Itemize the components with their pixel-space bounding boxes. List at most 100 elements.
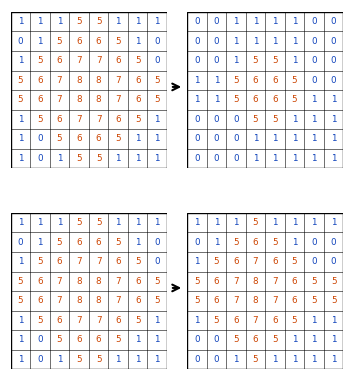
Text: 5: 5 [213,316,219,325]
Text: 1: 1 [233,355,239,364]
Text: 5: 5 [18,95,23,104]
Text: 5: 5 [115,134,121,144]
Text: 1: 1 [213,218,219,227]
Text: 6: 6 [272,95,278,104]
Text: 0: 0 [194,335,200,345]
Text: 5: 5 [57,37,62,46]
Text: 7: 7 [76,56,82,65]
Text: 0: 0 [37,134,43,144]
Text: 1: 1 [311,154,317,163]
Text: 5: 5 [37,115,43,124]
Text: 1: 1 [331,115,336,124]
Text: 1: 1 [18,134,23,144]
Text: 8: 8 [76,76,82,85]
Text: 0: 0 [213,134,219,144]
Text: 1: 1 [57,355,62,364]
Text: 6: 6 [37,95,43,104]
Text: 6: 6 [76,134,82,144]
Text: 1: 1 [292,218,297,227]
Text: 1: 1 [154,316,160,325]
Text: 6: 6 [57,115,62,124]
Text: 8: 8 [76,277,82,286]
Text: 0: 0 [194,238,200,247]
Text: 6: 6 [272,76,278,85]
Text: 7: 7 [76,257,82,266]
Text: 7: 7 [115,95,121,104]
Text: 5: 5 [331,277,336,286]
Text: 0: 0 [154,37,160,46]
Text: 0: 0 [194,134,200,144]
Text: 5: 5 [253,355,258,364]
Text: 0: 0 [194,355,200,364]
Text: 1: 1 [18,56,23,65]
Text: 6: 6 [292,296,297,305]
Text: 1: 1 [18,115,23,124]
Text: 1: 1 [272,134,278,144]
Text: 0: 0 [154,257,160,266]
Text: 1: 1 [154,335,160,345]
Text: 5: 5 [311,277,317,286]
Text: 0: 0 [213,56,219,65]
Text: 6: 6 [96,134,101,144]
Text: 6: 6 [233,257,239,266]
Text: 1: 1 [272,37,278,46]
Text: 1: 1 [135,37,141,46]
Text: 7: 7 [115,296,121,305]
Text: 6: 6 [135,95,141,104]
Text: 0: 0 [37,335,43,345]
Text: 1: 1 [213,238,219,247]
Text: 7: 7 [115,76,121,85]
Text: 6: 6 [253,238,258,247]
Text: 5: 5 [233,76,239,85]
Text: 5: 5 [154,296,160,305]
Text: 5: 5 [233,95,239,104]
Text: 5: 5 [154,95,160,104]
Text: 6: 6 [135,76,141,85]
Text: 6: 6 [115,257,121,266]
Text: 0: 0 [311,56,317,65]
Text: 7: 7 [96,115,101,124]
Text: 5: 5 [18,277,23,286]
Text: 1: 1 [135,17,141,26]
Text: 1: 1 [292,56,297,65]
Text: 1: 1 [331,134,336,144]
Text: 6: 6 [233,316,239,325]
Text: 7: 7 [115,277,121,286]
Text: 5: 5 [76,154,82,163]
Text: 8: 8 [76,296,82,305]
Text: 5: 5 [76,355,82,364]
Text: 5: 5 [115,335,121,345]
Text: 1: 1 [154,218,160,227]
Text: 5: 5 [37,316,43,325]
Text: 7: 7 [57,95,62,104]
Text: 5: 5 [96,355,101,364]
Text: 0: 0 [194,37,200,46]
Text: 1: 1 [135,218,141,227]
Text: 1: 1 [115,218,121,227]
Text: 5: 5 [96,17,101,26]
Text: 6: 6 [292,277,297,286]
Text: 0: 0 [18,238,23,247]
Text: 0: 0 [311,257,317,266]
Text: 6: 6 [213,296,219,305]
Text: 1: 1 [135,134,141,144]
Text: 5: 5 [135,316,141,325]
Text: 1: 1 [331,218,336,227]
Text: 1: 1 [194,218,200,227]
Text: 1: 1 [18,17,23,26]
Text: 7: 7 [253,316,258,325]
Text: 0: 0 [213,37,219,46]
Text: 6: 6 [135,296,141,305]
Text: 5: 5 [213,257,219,266]
Text: 6: 6 [76,335,82,345]
Text: 0: 0 [331,257,336,266]
Text: 7: 7 [96,316,101,325]
Text: 1: 1 [233,56,239,65]
Text: 1: 1 [233,37,239,46]
Text: 0: 0 [213,115,219,124]
Text: 1: 1 [115,154,121,163]
Text: 5: 5 [154,277,160,286]
Text: 5: 5 [37,56,43,65]
Text: 5: 5 [154,76,160,85]
Text: 1: 1 [194,76,200,85]
